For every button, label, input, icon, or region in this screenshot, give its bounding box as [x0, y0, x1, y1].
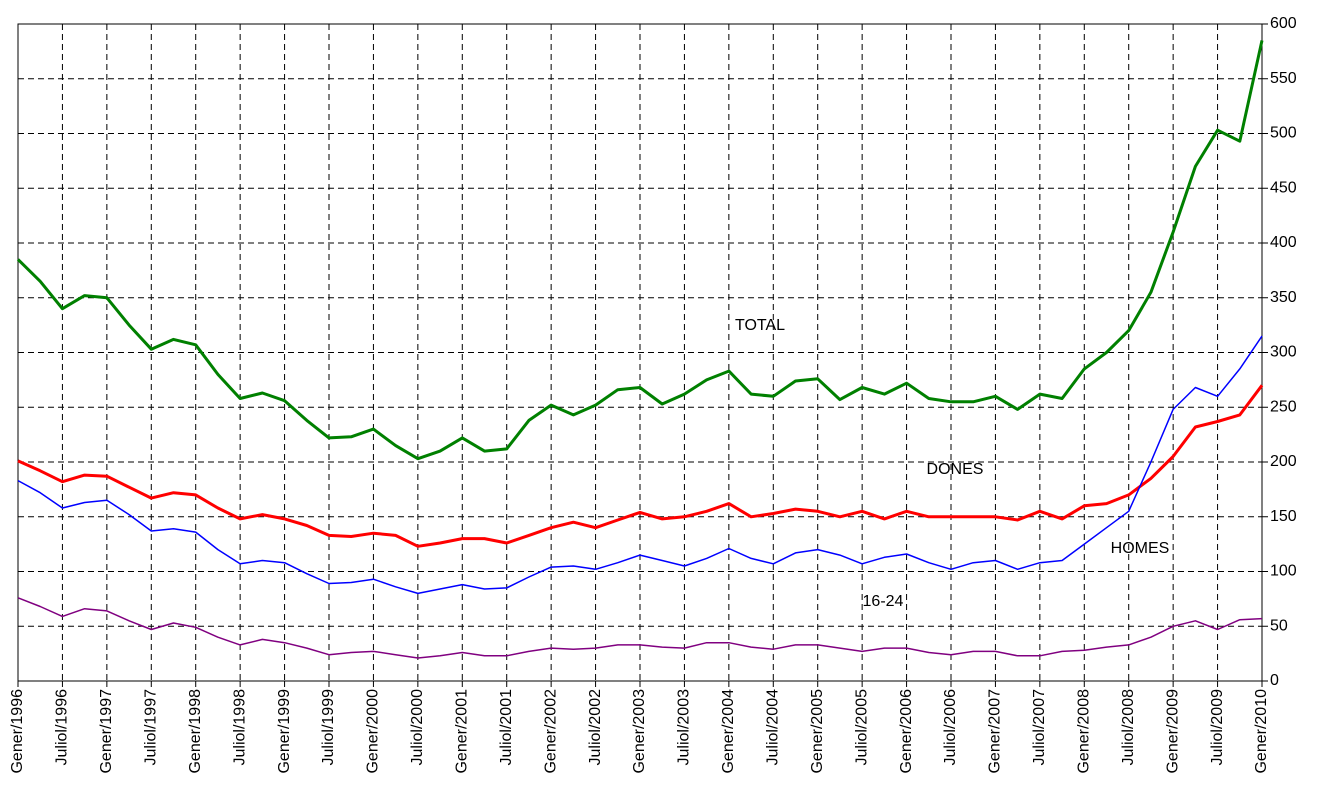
y-tick-label: 0: [1270, 672, 1279, 689]
x-tick-label: Juliol/2003: [676, 689, 693, 766]
x-tick-label: Gener/1998: [187, 689, 204, 774]
x-tick-label: Gener/2002: [542, 689, 559, 774]
x-tick-label: Juliol/1998: [231, 689, 248, 766]
plot-frame: [17, 23, 1263, 682]
x-tick-label: Gener/2004: [720, 689, 737, 774]
x-tick-label: Juliol/1997: [143, 689, 160, 766]
x-tick-label: Gener/2009: [1164, 689, 1181, 774]
series-label: DONES: [927, 461, 984, 478]
x-tick-label: Juliol/2005: [853, 689, 870, 766]
y-tick-label: 100: [1270, 563, 1297, 580]
x-tick-label: Juliol/2001: [498, 689, 515, 766]
y-tick-label: 550: [1270, 70, 1297, 87]
x-tick-label: Juliol/2009: [1209, 689, 1226, 766]
series-label: HOMES: [1111, 540, 1170, 557]
x-tick-label: Gener/2008: [1076, 689, 1093, 774]
series-label: 16-24: [863, 593, 904, 610]
x-tick-label: Gener/2007: [987, 689, 1004, 774]
x-tick-label: Gener/2000: [365, 689, 382, 774]
x-tick-label: Juliol/2000: [409, 689, 426, 766]
y-tick-label: 50: [1270, 617, 1288, 634]
x-tick-label: Juliol/2002: [587, 689, 604, 766]
series-line: [17, 384, 1264, 548]
y-tick-label: 250: [1270, 398, 1297, 415]
x-tick-label: Juliol/2007: [1031, 689, 1048, 766]
y-tick-label: 200: [1270, 453, 1297, 470]
y-tick-label: 600: [1270, 15, 1297, 32]
x-tick-label: Juliol/2008: [1120, 689, 1137, 766]
series-line: [16, 40, 1264, 461]
x-tick-label: Gener/2001: [454, 689, 471, 774]
x-tick-label: Gener/1997: [98, 689, 115, 774]
y-tick-label: 150: [1270, 508, 1297, 525]
x-tick-label: Juliol/1996: [54, 689, 71, 766]
x-tick-label: Juliol/1999: [320, 689, 337, 766]
x-tick-label: Juliol/2004: [765, 689, 782, 766]
x-tick-label: Gener/2006: [898, 689, 915, 774]
x-tick-label: Juliol/2006: [942, 689, 959, 766]
x-tick-label: Gener/2003: [631, 689, 648, 774]
x-tick-label: Gener/2010: [1253, 689, 1270, 774]
series-label: TOTAL: [735, 317, 785, 334]
x-tick-label: Gener/2005: [809, 689, 826, 774]
y-tick-label: 300: [1270, 344, 1297, 361]
series-line: [17, 597, 1263, 659]
x-tick-label: Gener/1996: [9, 689, 26, 774]
x-tick-label: Gener/1999: [276, 689, 293, 774]
y-tick-label: 350: [1270, 289, 1297, 306]
y-tick-label: 450: [1270, 179, 1297, 196]
y-tick-label: 500: [1270, 125, 1297, 142]
y-tick-label: 400: [1270, 234, 1297, 251]
series-line: [17, 335, 1263, 595]
